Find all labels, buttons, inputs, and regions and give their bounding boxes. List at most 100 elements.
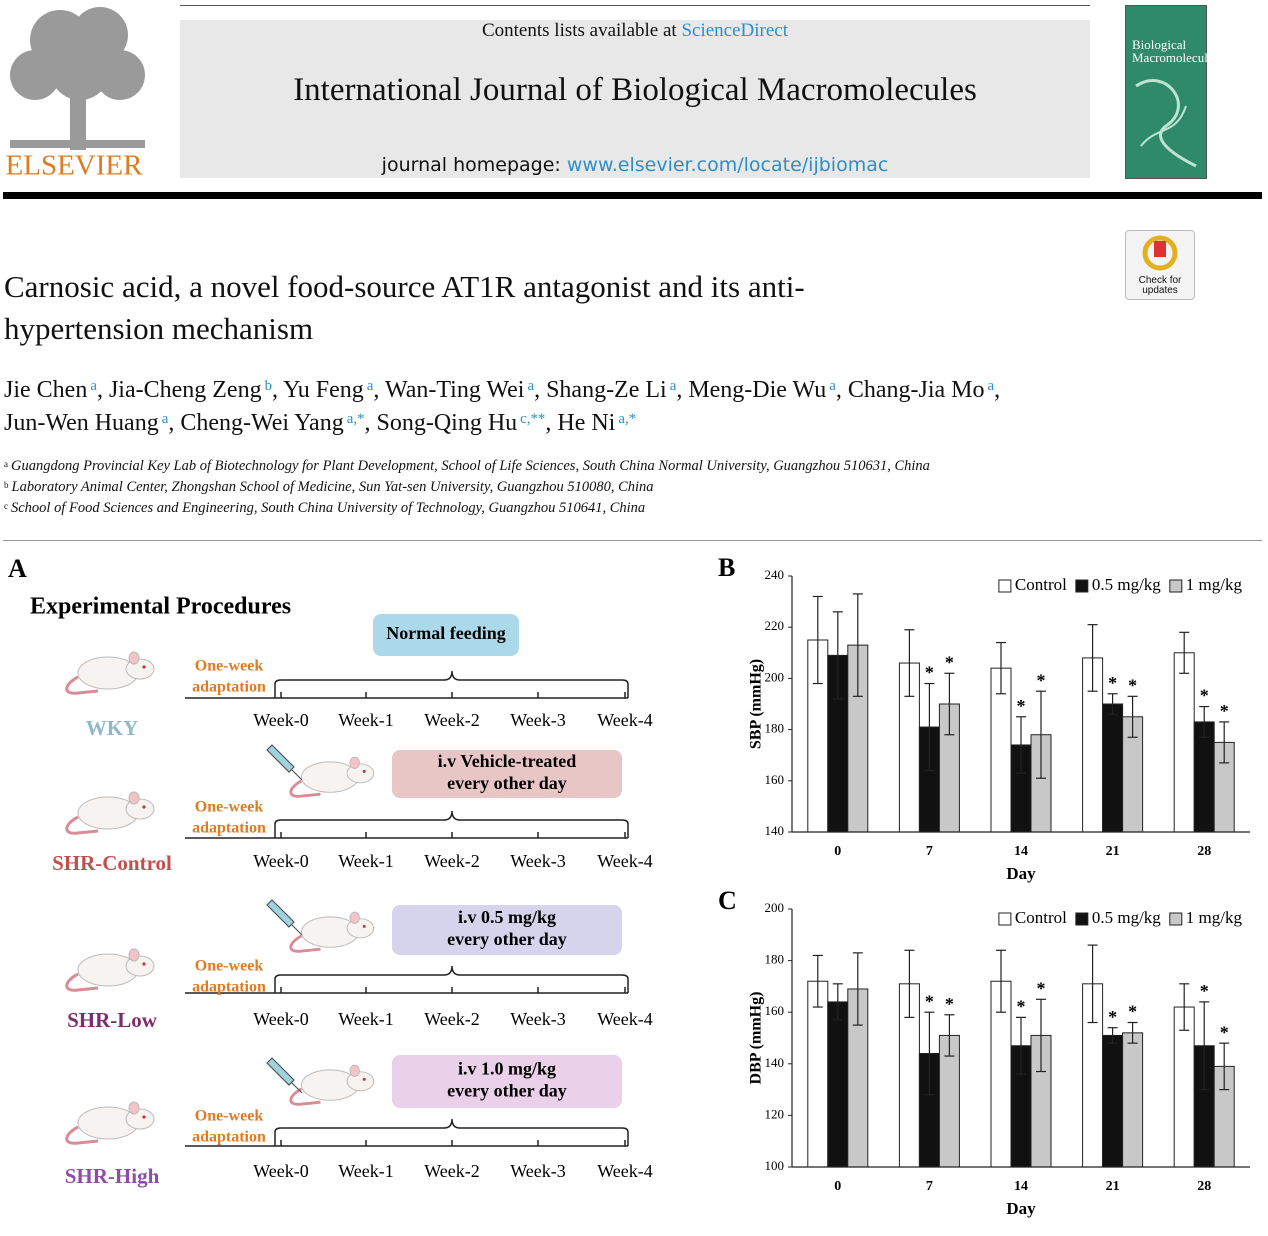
mouse-tail [289, 1087, 321, 1106]
significance-mark: * [945, 652, 954, 672]
mouse-ear [349, 756, 360, 770]
author-name: Shang-Ze Li [546, 377, 667, 403]
author-separator: , [994, 377, 1001, 403]
cover-title: Biological Macromolecules [1132, 37, 1219, 65]
mouse-icon [65, 1101, 155, 1145]
y-tick-label: 140 [765, 1055, 785, 1070]
y-tick-label: 160 [765, 772, 785, 787]
adaptation-label: adaptation [192, 1129, 266, 1146]
error-bar [1199, 1001, 1210, 1091]
masthead: Contents lists available at ScienceDirec… [180, 20, 1090, 178]
error-bar [996, 949, 1006, 1013]
affiliation-mark: c [4, 501, 8, 511]
error-bar [996, 641, 1006, 695]
mouse-tail [289, 779, 321, 798]
bar [1193, 721, 1215, 833]
significance-mark: * [1200, 981, 1209, 1001]
affiliations: a Guangdong Provincial Key Lab of Biotech… [4, 456, 1104, 519]
legend-swatch [1169, 912, 1183, 926]
mouse-ear [128, 948, 140, 962]
week-label: Week-2 [424, 851, 480, 871]
week-label: Week-0 [253, 851, 309, 871]
error-bar [944, 672, 955, 736]
author: Chang-Jia Mo a, [848, 377, 1000, 403]
author: Jie Chen a, [4, 377, 103, 403]
author: Song-Qing Hu c,**, [376, 410, 551, 436]
significance-mark: * [1128, 1002, 1137, 1022]
error-bar [1016, 1016, 1026, 1075]
update-badge[interactable]: Check for updates [1125, 230, 1195, 300]
treatment-text: i.v Vehicle-treated [438, 751, 577, 771]
week-label: Week-4 [597, 1161, 653, 1181]
y-tick-label: 200 [765, 900, 785, 915]
y-tick-label: 120 [765, 1106, 785, 1121]
procedure-title: Experimental Procedures [30, 594, 291, 620]
author-name: Chang-Jia Mo [847, 377, 985, 403]
author-name: Meng-Die Wu [688, 377, 827, 403]
error-bar [1127, 695, 1138, 738]
author: Jun-Wen Huang a, [4, 410, 174, 436]
sciencedirect-link[interactable]: ScienceDirect [681, 20, 789, 41]
legend-swatch [1075, 579, 1089, 593]
mouse-icon [289, 756, 375, 798]
author-name: He Ni [557, 410, 616, 436]
mouse-eye [142, 962, 146, 966]
author-affiliation-mark: a [527, 378, 535, 394]
week-label: Week-1 [338, 1161, 394, 1181]
error-bar [1016, 716, 1026, 774]
mouse-ear [128, 1101, 140, 1115]
significance-mark: * [1220, 1022, 1229, 1042]
group-label: SHR-Control [52, 851, 172, 875]
syringe [266, 1057, 303, 1094]
significance-mark: * [1017, 696, 1026, 716]
error-bar [1107, 1027, 1118, 1044]
author-separator: , [96, 377, 103, 403]
error-bar [924, 682, 935, 772]
author: Shang-Ze Li a, [546, 377, 682, 403]
bar [1173, 652, 1195, 833]
x-tick-label: 0 [834, 844, 841, 859]
mouse-icon [289, 1064, 375, 1106]
week-label: Week-1 [338, 1009, 394, 1029]
error-bar [1036, 998, 1046, 1073]
badge-text: Check for updates [1138, 275, 1182, 296]
author: Meng-Die Wu a, [688, 377, 842, 403]
legend-label: Control [1015, 908, 1067, 927]
treatment-box [392, 905, 622, 955]
homepage-url[interactable]: www.elsevier.com/locate/ijbiomac [566, 154, 889, 176]
author-name: Jia-Cheng Zeng [108, 377, 262, 403]
author-affiliation-mark: a [366, 378, 374, 394]
legend-label: 0.5 mg/kg [1092, 575, 1161, 594]
significance-mark: * [1220, 701, 1229, 721]
treatment-text: i.v 1.0 mg/kg [458, 1059, 556, 1079]
treatment-text: Normal feeding [386, 623, 505, 643]
legend-label: 0.5 mg/kg [1092, 908, 1161, 927]
week-label: Week-0 [253, 710, 309, 730]
week-label: Week-3 [510, 710, 566, 730]
mouse-ear [349, 911, 360, 925]
error-bar [832, 983, 843, 1021]
mouse-ear [349, 1064, 360, 1078]
week-label: Week-0 [253, 1161, 309, 1181]
significance-mark: * [1200, 686, 1209, 706]
legend-swatch [998, 579, 1012, 593]
error-bar [812, 595, 823, 685]
author-name: Cheng-Wei Yang [180, 410, 344, 436]
homepage-line: journal homepage: www.elsevier.com/locat… [180, 154, 1090, 176]
error-bar [1179, 983, 1190, 1031]
affiliation-text: Laboratory Animal Center, Zhongshan Scho… [11, 479, 654, 495]
significance-mark: * [1017, 996, 1026, 1016]
timeline-brace [274, 1118, 629, 1146]
author-affiliation-mark: a,* [618, 411, 637, 427]
journal-name: International Journal of Biological Macr… [293, 72, 977, 108]
x-tick-label: 21 [1106, 844, 1120, 859]
treatment-box [392, 750, 622, 798]
syringe [266, 744, 303, 781]
legend: Control 0.5 mg/kg 1 mg/kg [998, 908, 1243, 927]
contents-prefix: Contents lists available at [481, 20, 677, 41]
error-bar [1036, 690, 1046, 779]
y-tick-label: 200 [765, 669, 785, 684]
legend-label: 1 mg/kg [1186, 908, 1243, 927]
